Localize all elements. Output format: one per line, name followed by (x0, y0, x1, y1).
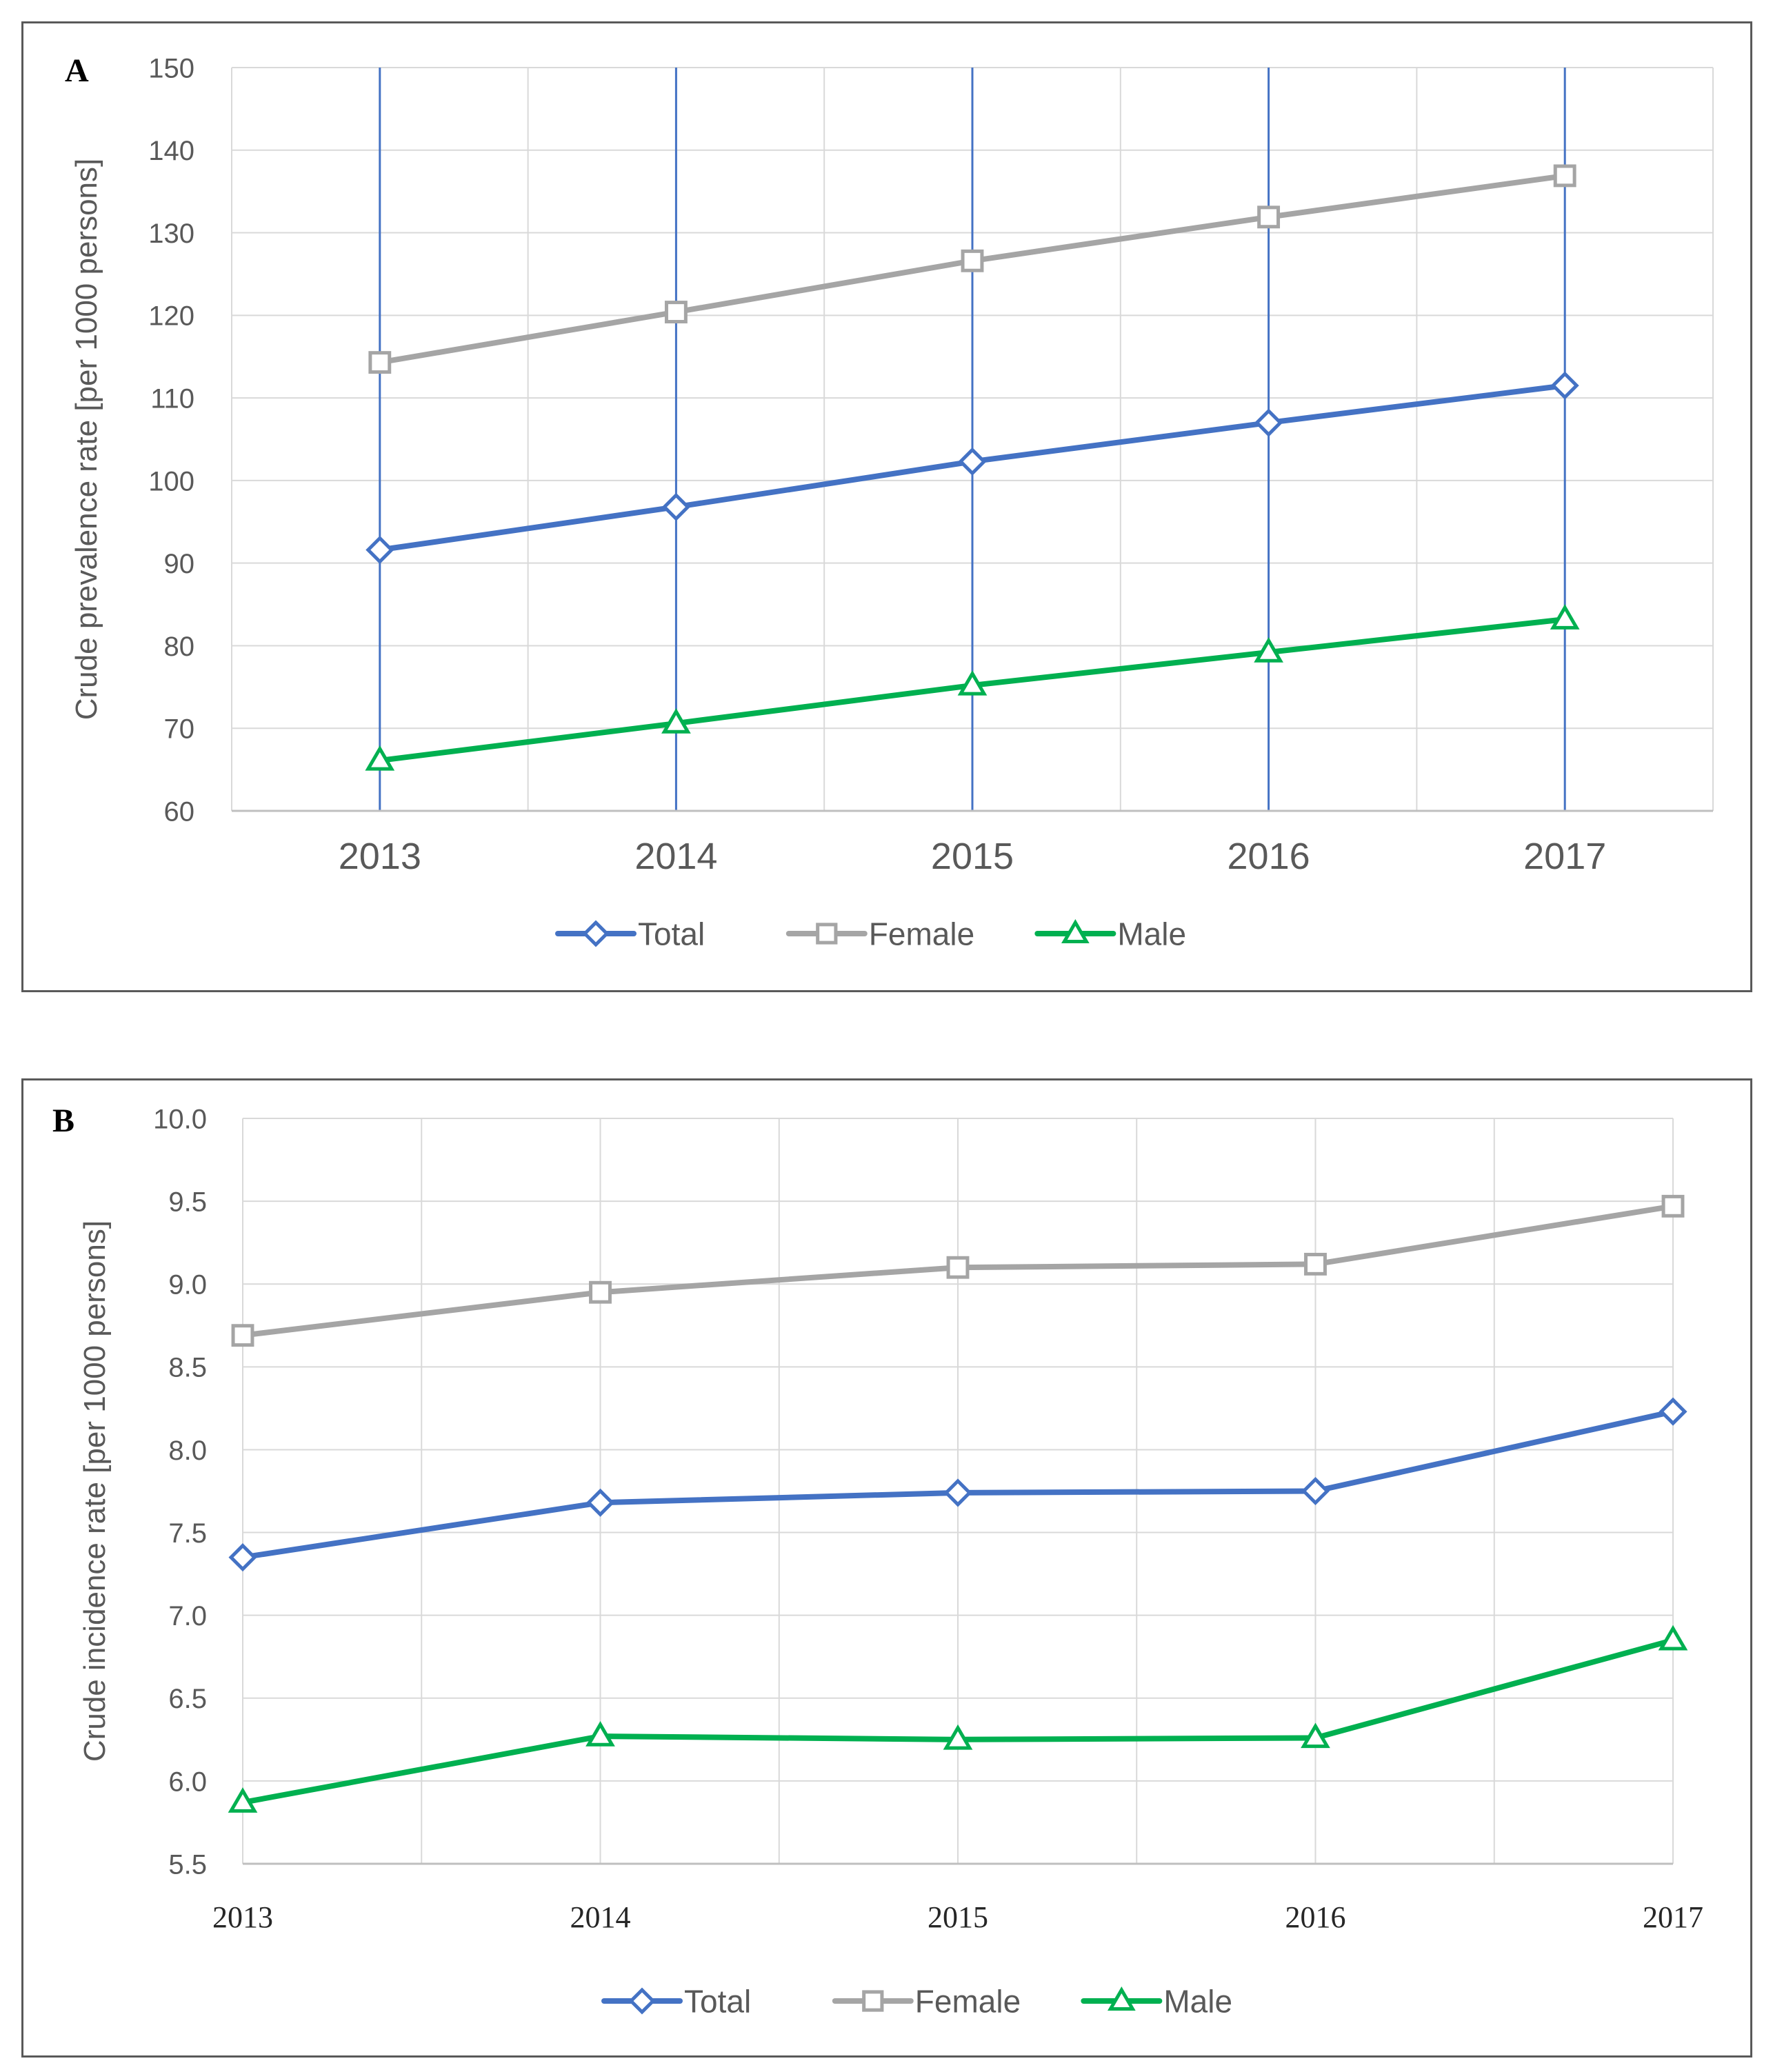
data-point-total (1254, 408, 1283, 437)
data-point-total (585, 1488, 615, 1517)
x-tick-label: 2014 (634, 836, 717, 877)
y-tick-label: 8.0 (168, 1436, 207, 1466)
panel-label: B (52, 1103, 74, 1139)
data-point-female (1257, 205, 1281, 229)
x-tick-label: 2016 (1285, 1900, 1346, 1934)
data-point-total (228, 1543, 257, 1572)
data-point-male (365, 745, 395, 771)
x-tick-label: 2015 (931, 836, 1014, 877)
data-point-male (1301, 1722, 1330, 1749)
panel-b: 5.5 6.0 6.5 7.0 7.5 8.0 8.5 9.0 9.5 10.0 2013 2014 2… (21, 1078, 1752, 2058)
y-tick-labels: 5.5 6.0 6.5 7.0 7.5 8.0 8.5 9.0 9.5 10.0 (153, 1104, 207, 1880)
y-tick-label: 130 (148, 219, 194, 249)
legend-marker-male (1108, 1986, 1136, 2011)
y-tick-labels: 60 70 80 90 100 110 120 130 140 150 (148, 53, 194, 827)
data-point-male (1254, 637, 1283, 663)
y-tick-label: 60 (164, 796, 195, 827)
data-point-total (661, 492, 690, 521)
x-tick-label: 2017 (1643, 1900, 1703, 1934)
y-tick-label: 9.0 (168, 1270, 207, 1300)
series-female (368, 164, 1576, 374)
x-tick-labels: 2013 2014 2015 2016 2017 (212, 1900, 1703, 1934)
x-tick-label: 2015 (928, 1900, 988, 1934)
legend: Total Female Male (601, 1984, 1232, 2020)
data-point-female (231, 1324, 254, 1347)
y-tick-label: 6.5 (168, 1684, 207, 1714)
y-tick-label: 120 (148, 301, 194, 332)
legend-item-female: Female (785, 916, 974, 952)
x-tick-label: 2014 (570, 1900, 631, 1934)
series-total (365, 371, 1579, 565)
y-tick-label: 5.5 (168, 1849, 207, 1880)
x-tick-label: 2016 (1228, 836, 1310, 877)
x-tick-labels: 2013 2014 2015 2016 2017 (339, 836, 1607, 877)
data-point-total (1550, 371, 1579, 400)
y-tick-label: 70 (164, 714, 195, 745)
y-tick-label: 100 (148, 466, 194, 496)
y-axis-title: Crude incidence rate [per 1000 persons] (78, 1220, 112, 1762)
data-point-male (228, 1787, 258, 1813)
series-total (228, 1397, 1687, 1572)
legend-label: Female (869, 916, 974, 952)
data-point-female (664, 301, 688, 323)
legend-label: Total (638, 916, 705, 952)
legend-label: Total (684, 1984, 751, 2020)
y-tick-label: 7.0 (168, 1601, 207, 1631)
data-point-female (946, 1256, 970, 1279)
data-point-total (1659, 1397, 1687, 1426)
y-tick-label: 90 (164, 549, 195, 579)
data-point-male (585, 1721, 615, 1747)
data-point-female (1304, 1252, 1327, 1276)
y-tick-label: 150 (148, 53, 194, 83)
data-point-female (961, 249, 984, 272)
legend: Total Female Male (555, 916, 1186, 952)
legend-item-total: Total (601, 1984, 751, 2020)
data-point-male (1550, 604, 1580, 630)
data-point-female (1553, 164, 1576, 188)
legend-label: Male (1163, 1984, 1232, 2020)
y-tick-label: 80 (164, 632, 195, 662)
legend-item-female: Female (832, 1984, 1021, 2020)
series-female (231, 1194, 1685, 1347)
legend-marker-male (1061, 919, 1090, 944)
data-point-male (957, 670, 988, 696)
legend-marker-total (628, 1987, 656, 2015)
data-point-female (1661, 1194, 1685, 1218)
data-point-male (1658, 1625, 1688, 1651)
x-tick-label: 2013 (339, 836, 421, 877)
data-point-total (1301, 1476, 1330, 1506)
data-point-male (943, 1724, 973, 1750)
y-tick-label: 140 (148, 136, 194, 166)
data-point-total (943, 1478, 972, 1507)
y-tick-label: 8.5 (168, 1353, 207, 1383)
legend-label: Female (915, 1984, 1021, 2020)
legend-item-male: Male (1034, 916, 1186, 952)
data-point-total (958, 447, 987, 476)
y-tick-label: 6.0 (168, 1767, 207, 1797)
gridlines (231, 67, 1714, 812)
x-tick-label: 2017 (1523, 836, 1606, 877)
y-axis-title: Crude prevalence rate [per 1000 persons] (70, 159, 103, 721)
y-tick-label: 110 (150, 384, 194, 414)
legend-item-total: Total (555, 916, 705, 952)
panel-label: A (65, 52, 89, 89)
data-point-total (365, 535, 394, 565)
legend-label: Male (1117, 916, 1186, 952)
y-tick-label: 9.5 (168, 1187, 207, 1218)
y-tick-label: 10.0 (153, 1104, 207, 1134)
legend-item-male: Male (1081, 1984, 1232, 2020)
panel-a: 60 70 80 90 100 110 120 130 140 150 2013 2014 2015 20… (21, 21, 1752, 992)
y-tick-label: 7.5 (168, 1518, 207, 1549)
legend-marker-female (816, 923, 838, 945)
data-point-female (368, 351, 392, 374)
x-tick-label: 2013 (212, 1900, 273, 1934)
data-point-male (661, 708, 691, 734)
series-male (365, 604, 1580, 771)
series-male (228, 1625, 1688, 1813)
legend-marker-female (862, 1990, 884, 2012)
data-point-female (589, 1280, 612, 1304)
legend-marker-total (582, 920, 610, 947)
